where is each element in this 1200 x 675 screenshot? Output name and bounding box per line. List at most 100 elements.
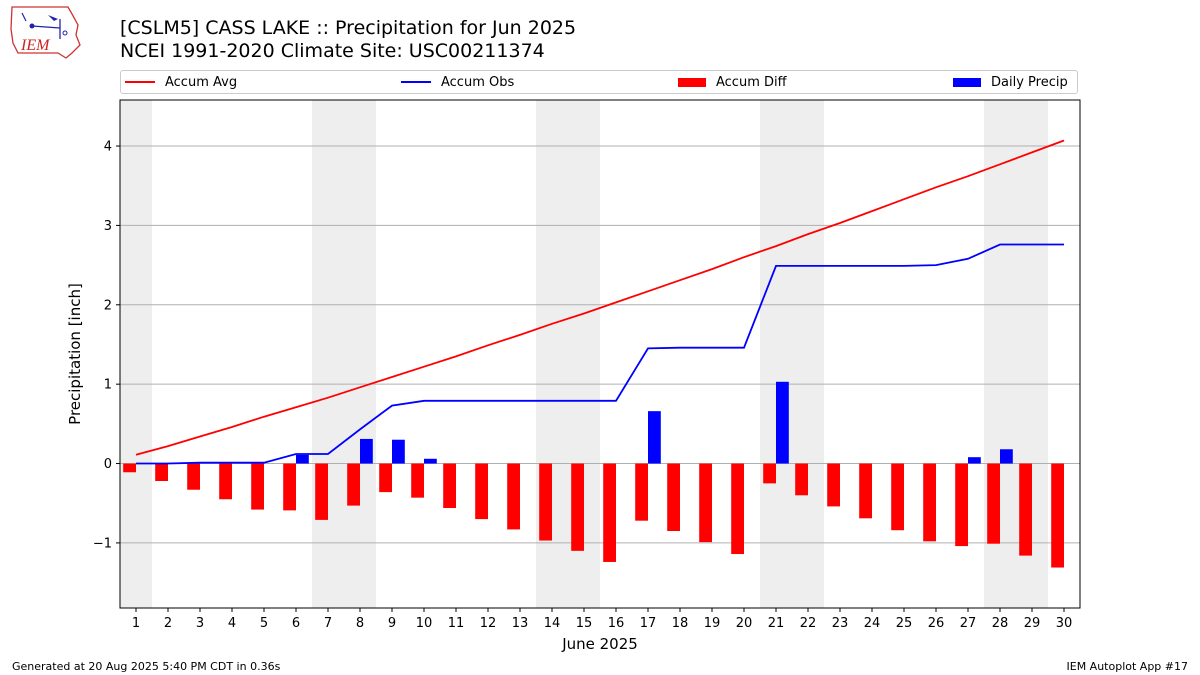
accum-diff-bar-day-26 <box>923 463 936 542</box>
accum-diff-bar-day-5 <box>251 463 264 510</box>
accum-diff-bar-day-9 <box>379 463 392 493</box>
legend-swatch-accum-diff <box>678 77 706 87</box>
iem-logo: IEM <box>10 6 81 59</box>
accum-diff-bar-day-7 <box>315 463 328 520</box>
daily-precip-bar-day-21 <box>776 381 789 464</box>
accum-diff-bar-day-1 <box>123 463 136 473</box>
accum-diff-bar-day-27 <box>955 463 968 547</box>
y-tick-label: 3 <box>104 219 112 234</box>
accum-diff-bar-day-3 <box>187 463 200 490</box>
accum-diff-bar-day-24 <box>859 463 872 519</box>
accum-diff-bar-day-10 <box>411 463 424 498</box>
x-tick-label: 3 <box>196 616 204 631</box>
x-axis-label: June 2025 <box>561 635 638 653</box>
x-tick-label: 25 <box>896 616 913 631</box>
legend-item-accum-obs: Accum Obs <box>401 71 514 93</box>
x-tick-label: 11 <box>448 616 465 631</box>
daily-precip-bar-day-10 <box>424 458 437 464</box>
accum-diff-bar-day-12 <box>475 463 488 520</box>
x-tick-label: 26 <box>928 616 945 631</box>
legend-item-accum-diff: Accum Diff <box>678 71 787 93</box>
daily-precip-bar-day-27 <box>968 457 981 464</box>
x-tick-label: 28 <box>992 616 1009 631</box>
x-tick-label: 6 <box>292 616 300 631</box>
x-tick-label: 16 <box>608 616 625 631</box>
generated-timestamp: Generated at 20 Aug 2025 5:40 PM CDT in … <box>12 660 281 673</box>
y-tick-label: 2 <box>104 298 112 313</box>
x-tick-label: 20 <box>736 616 753 631</box>
x-tick-label: 23 <box>832 616 849 631</box>
x-tick-label: 19 <box>704 616 721 631</box>
legend-label-daily-precip: Daily Precip <box>991 74 1068 90</box>
x-tick-label: 5 <box>260 616 268 631</box>
legend-item-daily-precip: Daily Precip <box>953 71 1068 93</box>
daily-precip-bar-day-17 <box>648 411 661 464</box>
x-tick-label: 22 <box>800 616 817 631</box>
logo-text: IEM <box>20 37 51 54</box>
accum-diff-bar-day-18 <box>667 463 680 532</box>
accum-diff-bar-day-11 <box>443 463 456 508</box>
y-tick-label: 0 <box>104 457 112 472</box>
daily-precip-bar-day-6 <box>296 454 309 464</box>
accum-diff-bar-day-28 <box>987 463 1000 544</box>
legend-label-accum-obs: Accum Obs <box>441 74 515 90</box>
accum-diff-bar-day-17 <box>635 463 648 521</box>
accum-diff-bar-day-23 <box>827 463 840 507</box>
y-tick-label: 4 <box>104 140 112 155</box>
x-tick-label: 18 <box>672 616 689 631</box>
y-tick-label: 1 <box>104 378 112 393</box>
x-tick-label: 15 <box>576 616 593 631</box>
legend-swatch-daily-precip <box>953 77 981 87</box>
chart-subtitle: NCEI 1991-2020 Climate Site: USC00211374 <box>120 40 545 62</box>
accum-diff-bar-day-8 <box>347 463 360 506</box>
x-tick-label: 1 <box>132 616 140 631</box>
x-tick-label: 21 <box>768 616 785 631</box>
x-tick-label: 9 <box>388 616 396 631</box>
accum-diff-bar-day-4 <box>219 463 232 500</box>
app-credit: IEM Autoplot App #17 <box>1066 660 1189 673</box>
accum-diff-bar-day-14 <box>539 463 552 541</box>
y-tick-label: −1 <box>93 536 112 551</box>
x-tick-label: 7 <box>324 616 332 631</box>
chart-title: [CSLM5] CASS LAKE :: Precipitation for J… <box>120 17 577 39</box>
accum-diff-bar-day-25 <box>891 463 904 531</box>
accum-diff-bar-day-20 <box>731 463 744 555</box>
legend-item-accum-avg: Accum Avg <box>125 71 237 93</box>
legend-label-accum-avg: Accum Avg <box>165 74 238 90</box>
legend-swatch-accum-obs <box>401 81 431 83</box>
accum-diff-bar-day-22 <box>795 463 808 496</box>
y-axis-label: Precipitation [inch] <box>66 283 84 425</box>
accum-diff-bar-day-13 <box>507 463 520 530</box>
x-tick-label: 12 <box>480 616 497 631</box>
accum-diff-bar-day-21 <box>763 463 776 484</box>
x-tick-label: 24 <box>864 616 881 631</box>
weekend-band-4 <box>760 100 824 608</box>
weekend-band-2 <box>312 100 376 608</box>
x-tick-label: 14 <box>544 616 561 631</box>
plot-frame <box>119 99 1081 609</box>
legend-label-accum-diff: Accum Diff <box>716 74 787 90</box>
accum-obs-line <box>136 243 1064 465</box>
x-tick-label: 10 <box>416 616 433 631</box>
x-tick-label: 2 <box>164 616 172 631</box>
daily-precip-bar-day-8 <box>360 438 373 464</box>
accum-diff-bar-day-6 <box>283 463 296 511</box>
x-tick-label: 27 <box>960 616 977 631</box>
accum-diff-bar-day-16 <box>603 463 616 562</box>
x-tick-label: 29 <box>1024 616 1041 631</box>
daily-precip-bar-day-28 <box>1000 449 1013 464</box>
chart-legend: Accum Avg Accum Obs Accum Diff Daily Pre… <box>120 70 1078 94</box>
daily-precip-bar-day-9 <box>392 439 405 464</box>
weekend-band-1 <box>120 100 152 608</box>
accum-diff-bar-day-2 <box>155 463 168 481</box>
accum-diff-bar-day-15 <box>571 463 584 551</box>
accum-avg-line <box>135 139 1065 456</box>
legend-swatch-accum-avg <box>125 81 155 83</box>
accum-diff-bar-day-19 <box>699 463 712 543</box>
accum-diff-bar-day-30 <box>1051 463 1064 568</box>
x-tick-label: 30 <box>1056 616 1073 631</box>
accum-diff-bar-day-29 <box>1019 463 1032 556</box>
x-tick-label: 17 <box>640 616 657 631</box>
x-tick-label: 4 <box>228 616 236 631</box>
